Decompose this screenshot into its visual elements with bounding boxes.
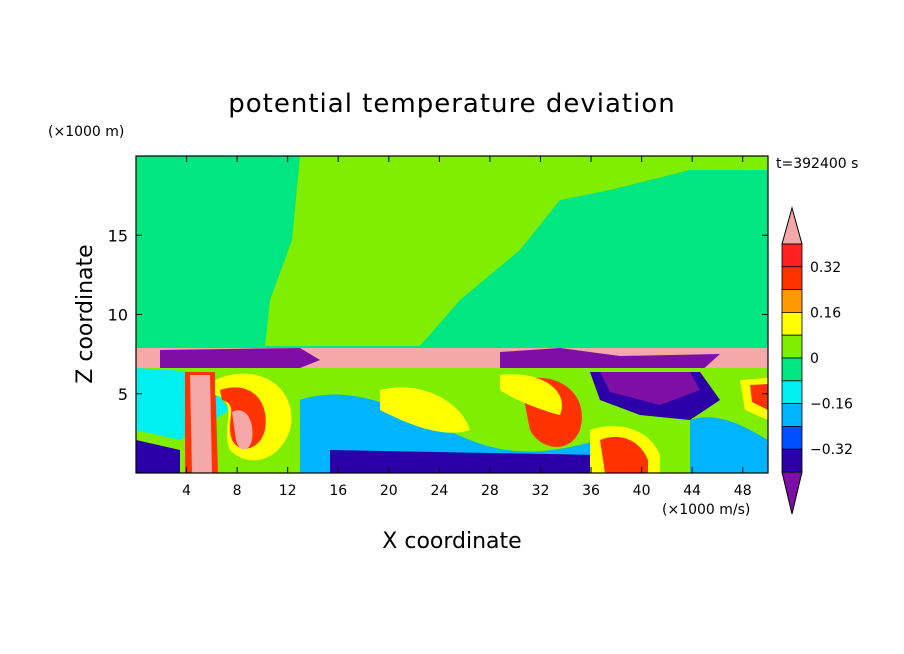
- y-tick-label: 15: [108, 226, 128, 245]
- colorbar-swatch: [781, 266, 803, 290]
- y-axis-title: Z coordinate: [73, 244, 98, 383]
- x-tick-label: 28: [481, 483, 499, 499]
- field-upper-right-plume: [620, 175, 768, 346]
- band-cold-right: [500, 348, 720, 372]
- colorbar-swatch: [781, 380, 803, 404]
- lower-pink-swirl: [232, 410, 253, 450]
- lower-red-right: [600, 436, 648, 473]
- x-unit-label: (×1000 m/s): [662, 502, 750, 518]
- lower-blue-left: [136, 440, 180, 473]
- x-tick-label: 44: [683, 483, 701, 499]
- colorbar-swatch: [781, 289, 803, 313]
- y-tick-label: 5: [118, 385, 128, 404]
- x-axis: 4 8 12 16 20 24 28 32 36 40 44 48: [182, 156, 752, 499]
- colorbar-tick-label: 0.32: [810, 260, 841, 276]
- lower-yellow-3: [500, 374, 562, 415]
- x-tick-label: 16: [329, 483, 347, 499]
- colorbar-swatch: [781, 357, 803, 382]
- x-tick-label: 12: [279, 483, 297, 499]
- colorbar-bottom-arrow: [781, 471, 803, 515]
- colorbar-legend: 0.32 0.16 0 −0.16 −0.32: [781, 206, 853, 515]
- x-axis-title: X coordinate: [382, 529, 521, 554]
- y-unit-label: (×1000 m): [48, 124, 124, 140]
- colorbar-tick-label: 0: [810, 351, 819, 367]
- y-axis: 5 10 15: [108, 226, 768, 404]
- y-tick-label: 10: [108, 306, 128, 325]
- x-tick-label: 36: [582, 483, 600, 499]
- colorbar-tick-label: −0.32: [810, 442, 853, 458]
- colorbar-swatch: [781, 334, 803, 359]
- colorbar-swatch: [781, 403, 803, 427]
- x-tick-label: 4: [182, 483, 191, 499]
- lower-yellow-2: [380, 387, 470, 433]
- chart-title: potential temperature deviation: [228, 89, 675, 119]
- lower-red-far-right: [750, 384, 768, 410]
- lower-cyan-right: [690, 417, 768, 473]
- x-tick-label: 32: [532, 483, 550, 499]
- x-tick-label: 20: [380, 483, 398, 499]
- colorbar-tick-label: 0.16: [810, 305, 841, 321]
- x-tick-label: 40: [633, 483, 651, 499]
- x-tick-label: 48: [734, 483, 752, 499]
- colorbar-swatch: [781, 243, 803, 268]
- x-tick-label: 8: [233, 483, 242, 499]
- band-cold-left: [160, 348, 320, 368]
- colorbar-top-arrow: [781, 206, 803, 245]
- lower-pink-1: [190, 375, 212, 473]
- colorbar-swatch: [781, 425, 803, 450]
- lower-blue-band: [330, 450, 600, 473]
- field-upper-light: [136, 156, 768, 346]
- colorbar-tick-label: −0.16: [810, 397, 853, 413]
- heatmap-plot: [135, 155, 769, 474]
- colorbar-swatch: [781, 448, 803, 473]
- colorbar-swatch: [781, 311, 803, 336]
- x-tick-label: 24: [430, 483, 448, 499]
- lower-violet-right: [600, 372, 700, 405]
- time-label: t=392400 s: [776, 156, 858, 172]
